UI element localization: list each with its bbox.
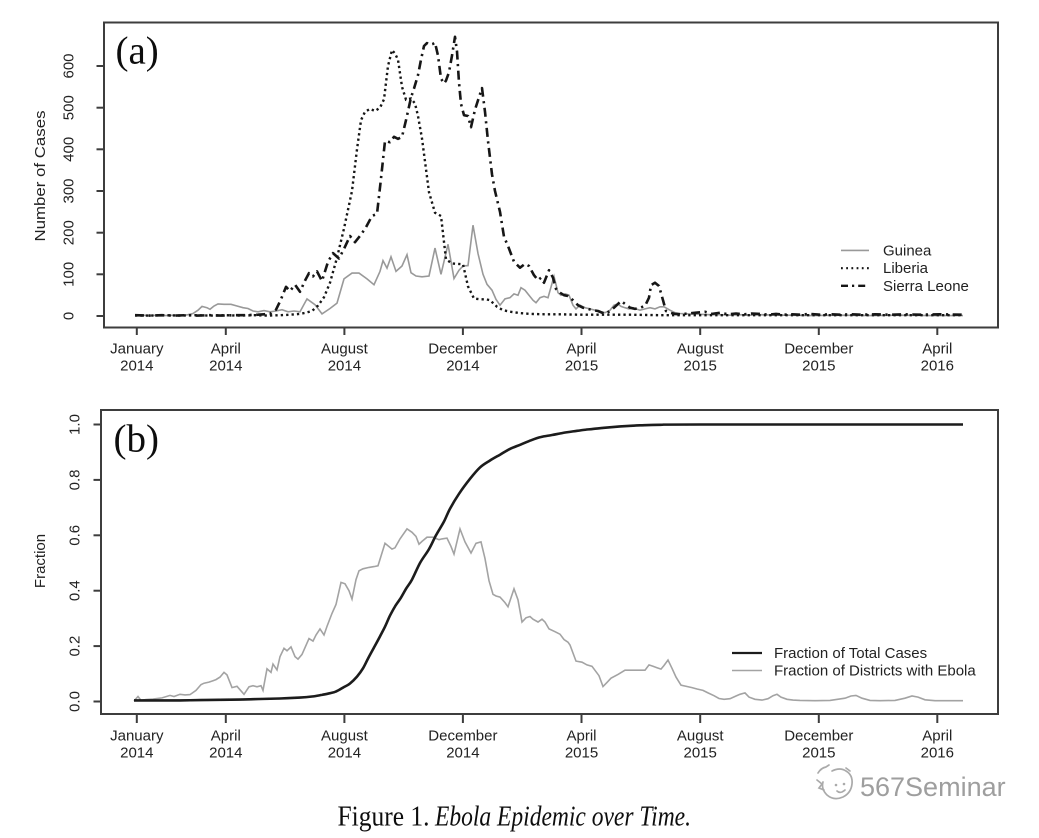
svg-text:2014: 2014 bbox=[328, 745, 361, 762]
svg-text:December: December bbox=[784, 728, 853, 745]
svg-text:2016: 2016 bbox=[921, 745, 954, 762]
svg-text:2014: 2014 bbox=[209, 358, 242, 375]
svg-text:December: December bbox=[428, 728, 497, 745]
svg-text:567Seminar: 567Seminar bbox=[860, 772, 1006, 802]
svg-text:April: April bbox=[211, 341, 241, 358]
svg-text:April: April bbox=[922, 341, 952, 358]
svg-text:2015: 2015 bbox=[802, 745, 835, 762]
svg-text:300: 300 bbox=[61, 178, 78, 203]
svg-text:August: August bbox=[677, 341, 725, 358]
svg-text:1.0: 1.0 bbox=[67, 414, 84, 435]
svg-text:2016: 2016 bbox=[921, 358, 954, 375]
svg-text:100: 100 bbox=[61, 262, 78, 287]
svg-text:2014: 2014 bbox=[209, 745, 242, 762]
svg-text:April: April bbox=[922, 728, 952, 745]
svg-text:August: August bbox=[677, 728, 725, 745]
svg-text:0.6: 0.6 bbox=[67, 525, 84, 546]
svg-text:600: 600 bbox=[61, 53, 78, 78]
svg-text:0.2: 0.2 bbox=[67, 636, 84, 657]
svg-text:0.4: 0.4 bbox=[67, 580, 84, 601]
svg-text:Liberia: Liberia bbox=[883, 260, 929, 277]
svg-text:April: April bbox=[566, 341, 596, 358]
svg-text:2014: 2014 bbox=[446, 745, 479, 762]
svg-text:August: August bbox=[321, 728, 369, 745]
svg-text:500: 500 bbox=[61, 95, 78, 120]
svg-text:2015: 2015 bbox=[684, 745, 717, 762]
svg-text:2014: 2014 bbox=[120, 358, 153, 375]
svg-text:200: 200 bbox=[61, 220, 78, 245]
svg-text:2015: 2015 bbox=[684, 358, 717, 375]
svg-text:0: 0 bbox=[61, 312, 78, 320]
svg-text:Fraction of Districts with Ebo: Fraction of Districts with Ebola bbox=[774, 663, 976, 680]
svg-text:January: January bbox=[110, 728, 164, 745]
svg-text:Fraction of Total Cases: Fraction of Total Cases bbox=[774, 645, 927, 662]
svg-text:January: January bbox=[110, 341, 164, 358]
svg-text:0.0: 0.0 bbox=[67, 691, 84, 712]
svg-text:400: 400 bbox=[61, 137, 78, 162]
svg-text:Sierra Leone: Sierra Leone bbox=[883, 278, 969, 295]
svg-text:April: April bbox=[211, 728, 241, 745]
svg-text:2014: 2014 bbox=[328, 358, 361, 375]
svg-text:2014: 2014 bbox=[120, 745, 153, 762]
svg-text:Ebola Epidemic over Time.: Ebola Epidemic over Time. bbox=[434, 801, 691, 833]
svg-text:0.8: 0.8 bbox=[67, 469, 84, 490]
svg-text:August: August bbox=[321, 341, 369, 358]
svg-text:December: December bbox=[428, 341, 497, 358]
svg-text:April: April bbox=[566, 728, 596, 745]
svg-text:Number of Cases: Number of Cases bbox=[32, 111, 49, 242]
svg-text:Figure 1.: Figure 1. bbox=[338, 801, 430, 833]
svg-text:December: December bbox=[784, 341, 853, 358]
svg-text:Fraction: Fraction bbox=[32, 534, 49, 588]
svg-text:2014: 2014 bbox=[446, 358, 479, 375]
svg-text:2015: 2015 bbox=[565, 745, 598, 762]
svg-text:(b): (b) bbox=[114, 418, 159, 461]
svg-text:2015: 2015 bbox=[802, 358, 835, 375]
svg-text:(a): (a) bbox=[116, 30, 159, 73]
svg-text:2015: 2015 bbox=[565, 358, 598, 375]
svg-text:Guinea: Guinea bbox=[883, 242, 932, 259]
